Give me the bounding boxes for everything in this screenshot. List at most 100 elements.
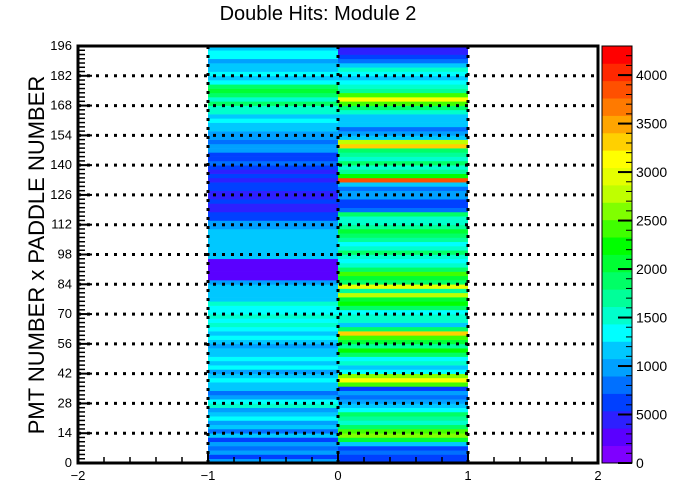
heatmap-cell (338, 458, 468, 464)
heatmap-cell (338, 228, 468, 234)
colorbar-band (602, 115, 632, 134)
heatmap-cell (338, 407, 468, 413)
heatmap-cell (338, 160, 468, 166)
heatmap-cell (208, 445, 338, 451)
heatmap-cell (338, 80, 468, 85)
heatmap-cell (208, 71, 338, 77)
heatmap-cell (338, 352, 468, 357)
heatmap-cell (208, 428, 338, 434)
colorbar-band (602, 393, 632, 412)
heatmap-cell (338, 97, 468, 102)
heatmap-cell (208, 54, 338, 60)
x-tick-label: −1 (201, 468, 216, 483)
y-tick-label: 28 (58, 395, 72, 410)
heatmap-cell (208, 122, 338, 128)
heatmap-cell (338, 309, 468, 315)
colorbar-label: 1000 (636, 358, 667, 374)
heatmap-cell (338, 203, 468, 208)
heatmap-cell (338, 335, 468, 340)
heatmap-cell (208, 67, 338, 72)
heatmap-cell (208, 245, 338, 251)
heatmap-cell (208, 326, 338, 332)
colorbar-label: 4000 (636, 67, 667, 83)
heatmap-cell (338, 207, 468, 213)
heatmap-cell (338, 411, 468, 417)
heatmap-cell (208, 237, 338, 243)
heatmap-cell (338, 382, 468, 387)
heatmap-cell (208, 216, 338, 221)
heatmap-cell (208, 131, 338, 136)
colorbar-label: 3000 (636, 164, 667, 180)
heatmap-cell (338, 399, 468, 404)
colorbar-band (602, 46, 632, 64)
heatmap-cell (338, 54, 468, 60)
heatmap-cell (338, 271, 468, 277)
heatmap-cell (208, 148, 338, 153)
heatmap-cell (208, 365, 338, 370)
heatmap-cell (338, 224, 468, 230)
heatmap-cell (208, 348, 338, 353)
heatmap-cell (338, 390, 468, 396)
heatmap-cell (208, 407, 338, 413)
heatmap-cell (208, 88, 338, 94)
heatmap-cell (338, 152, 468, 157)
heatmap-cell (208, 263, 338, 268)
colorbar-band (602, 80, 632, 99)
heatmap-cell (338, 75, 468, 81)
heatmap-cell (208, 450, 338, 455)
heatmap-cell (338, 67, 468, 72)
heatmap-cell (338, 263, 468, 268)
heatmap-cell (338, 190, 468, 196)
heatmap-cell (338, 301, 468, 306)
heatmap-cell (338, 394, 468, 400)
heatmap-cell (338, 118, 468, 123)
colorbar-band (602, 271, 632, 290)
heatmap-cell (208, 284, 338, 289)
heatmap-cell (208, 254, 338, 260)
heatmap-cell (338, 369, 468, 374)
heatmap-cell (208, 399, 338, 404)
heatmap-cell (208, 135, 338, 140)
heatmap-cell (338, 165, 468, 170)
heatmap-cell (338, 433, 468, 438)
heatmap-cell (208, 80, 338, 85)
heatmap-cell (338, 356, 468, 362)
heatmap-cell (338, 318, 468, 323)
heatmap-cell (208, 322, 338, 328)
heatmap-cell (208, 177, 338, 183)
heatmap-cell (338, 169, 468, 174)
heatmap-cell (338, 343, 468, 349)
heatmap-cell (208, 224, 338, 230)
heatmap-cell (208, 92, 338, 98)
heatmap-cell (338, 58, 468, 64)
heatmap-cell (208, 420, 338, 426)
colorbar-label: 5000 (636, 407, 667, 423)
heatmap-cell (208, 309, 338, 315)
heatmap-cell (338, 258, 468, 264)
heatmap-cell (208, 143, 338, 149)
heatmap-cell (338, 424, 468, 430)
heatmap-cell (338, 122, 468, 128)
colorbar-label: 2000 (636, 261, 667, 277)
colorbar-band (602, 358, 632, 377)
heatmap-cell (208, 369, 338, 374)
heatmap-cell (338, 139, 468, 145)
heatmap-cell (208, 207, 338, 213)
chart-title: Double Hits: Module 2 (220, 3, 417, 25)
heatmap-cell (208, 356, 338, 362)
heatmap-cell (338, 194, 468, 200)
x-tick-label: 2 (594, 468, 601, 483)
colorbar-band (602, 63, 632, 82)
heatmap-cell (208, 75, 338, 81)
heatmap-cell (208, 139, 338, 145)
colorbar-band (602, 98, 632, 116)
heatmap-cell (208, 169, 338, 174)
heatmap-cell (208, 292, 338, 298)
heatmap-cell (338, 148, 468, 153)
heatmap-cell (338, 445, 468, 451)
heatmap-cell (338, 420, 468, 426)
colorbar-band (602, 132, 632, 151)
heatmap-cell (208, 241, 338, 247)
colorbar-band (602, 341, 632, 360)
